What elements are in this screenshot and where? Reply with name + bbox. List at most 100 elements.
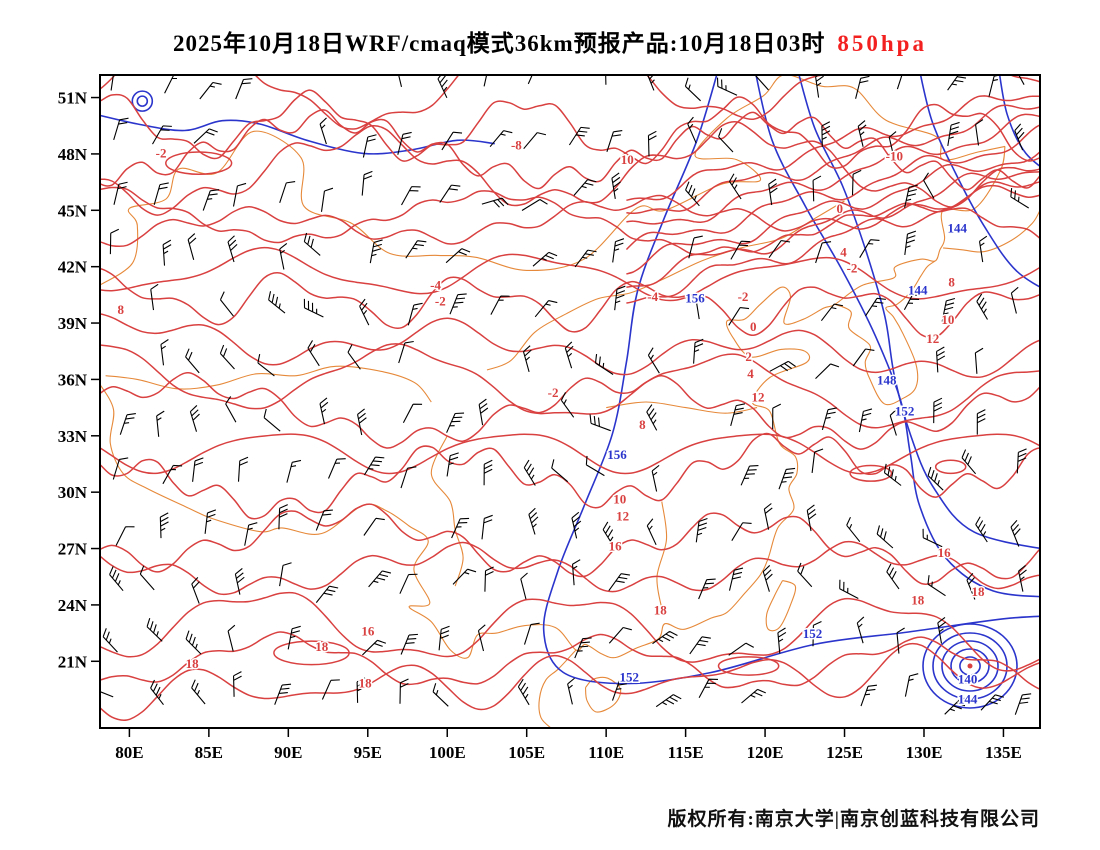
wind-barb — [689, 636, 711, 655]
lat-axis-label: 39N — [58, 314, 88, 333]
contour-label: 18 — [186, 656, 200, 671]
temperature-contour-loop — [717, 656, 780, 676]
wind-barb — [321, 679, 340, 700]
wind-barb — [159, 512, 169, 539]
contour-label: 12 — [752, 390, 765, 405]
wind-barb — [815, 75, 824, 98]
wind-barb — [146, 618, 163, 642]
wind-barb — [693, 338, 704, 364]
contour-label: -2 — [435, 294, 446, 309]
lon-axis-label: 80E — [115, 743, 143, 762]
wind-barb — [560, 392, 575, 418]
wind-barb — [729, 173, 742, 200]
wind-barb — [821, 407, 837, 431]
wind-barb — [852, 348, 875, 367]
wind-barb — [728, 567, 744, 591]
wind-barb — [113, 181, 128, 205]
wind-barb — [655, 694, 682, 708]
wind-barb — [362, 639, 387, 656]
wind-barb — [399, 678, 409, 704]
wind-barb — [889, 408, 898, 436]
wind-barb — [527, 75, 546, 85]
temperature-contour-line — [100, 503, 1040, 585]
boundary-line — [486, 200, 845, 371]
wind-barb — [564, 341, 574, 369]
wind-barb — [778, 467, 796, 490]
wind-barb — [768, 240, 791, 259]
contour-label: 148 — [877, 373, 897, 388]
wind-barb — [115, 526, 135, 546]
wind-barb — [858, 408, 873, 433]
wind-barb — [244, 522, 258, 546]
temperature-contour-line — [626, 95, 1040, 202]
temperature-contour-line — [100, 186, 1040, 256]
lon-axis-label: 125E — [826, 743, 863, 762]
wind-barb — [315, 509, 333, 531]
wind-barb — [320, 187, 334, 212]
wind-barb — [728, 307, 750, 326]
wind-barb — [646, 404, 658, 431]
wind-barb — [839, 579, 859, 599]
wind-barb — [110, 75, 123, 91]
wind-barb — [522, 345, 532, 373]
wind-barb — [763, 503, 773, 530]
wind-barb — [113, 117, 129, 141]
wind-barb — [865, 297, 886, 317]
temperature-contour-line — [626, 104, 1040, 215]
wind-barb — [439, 184, 461, 203]
wind-barb — [769, 360, 796, 372]
wind-barb — [608, 626, 632, 644]
temperature-contour-line — [100, 75, 1040, 130]
wind-barb — [279, 181, 296, 203]
wind-barb — [695, 292, 704, 320]
temperature-contour-line — [626, 181, 1040, 304]
lat-axis-label: 36N — [58, 370, 88, 389]
lat-axis-label: 48N — [58, 145, 88, 164]
wind-barb — [368, 570, 392, 588]
wind-barb — [400, 466, 417, 489]
wind-barb — [102, 628, 118, 653]
contour-label: 156 — [685, 290, 705, 305]
wind-barb — [478, 398, 489, 426]
wind-barb — [234, 568, 245, 595]
height-contour-line — [798, 75, 1040, 550]
wind-barb — [532, 251, 558, 267]
wind-barb — [287, 625, 301, 650]
contour-label: 8 — [117, 302, 124, 317]
wind-barb — [517, 678, 530, 706]
wind-barb — [941, 297, 956, 322]
wind-barb — [966, 572, 976, 600]
wind-barb — [857, 120, 867, 147]
wind-barb — [399, 573, 418, 594]
contour-label: -2 — [847, 260, 858, 275]
wind-barb — [698, 678, 718, 698]
temperature-contour-line — [100, 313, 1040, 379]
lon-axis-label: 85E — [195, 743, 223, 762]
wind-barb — [191, 679, 206, 705]
wind-barb — [477, 624, 486, 652]
coastline-boundaries — [100, 75, 1040, 728]
boundary-line — [105, 365, 432, 403]
wind-barb — [327, 458, 346, 479]
contour-label: 18 — [972, 584, 986, 599]
temperature-contour-line — [100, 631, 1040, 691]
wind-barb — [980, 694, 1004, 711]
boundary-line — [656, 501, 668, 609]
wind-barb — [645, 75, 656, 91]
boundary-line — [834, 260, 936, 406]
wind-barb — [150, 283, 159, 311]
contour-label: 16 — [361, 623, 375, 638]
wind-barb — [227, 624, 236, 652]
contour-label: 18 — [359, 676, 373, 691]
height-contour-line — [919, 75, 1040, 288]
wind-barb — [571, 559, 581, 586]
wind-barb — [233, 671, 242, 697]
wind-barb — [489, 130, 513, 148]
wind-barb — [185, 348, 200, 374]
wind-barb — [777, 627, 787, 654]
wind-barb — [927, 575, 946, 597]
wind-barb — [647, 130, 657, 157]
wind-barb — [407, 302, 423, 326]
contour-label: 0 — [750, 319, 757, 334]
wind-barb — [975, 516, 988, 543]
